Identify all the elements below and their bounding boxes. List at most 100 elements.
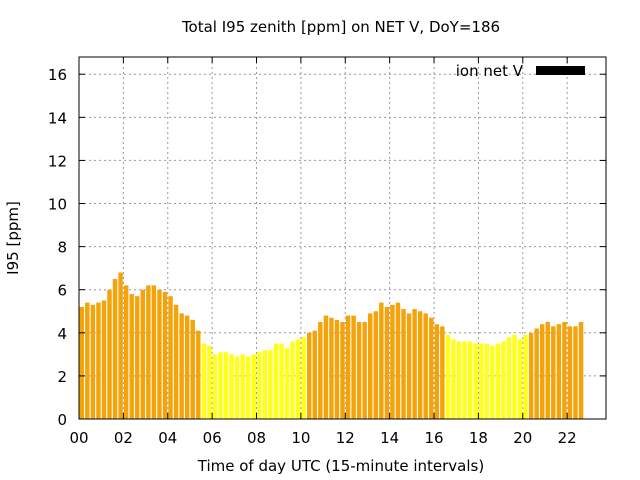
bar: [379, 302, 384, 419]
y-axis-label: I95 [ppm]: [4, 201, 22, 275]
bar: [312, 330, 317, 419]
bar: [501, 341, 506, 419]
legend-label: ion net V: [456, 62, 524, 80]
bar: [490, 345, 495, 419]
axis-ticks: [78, 57, 606, 420]
bar: [107, 289, 112, 419]
bar: [362, 322, 367, 419]
y-tick-label: 6: [57, 282, 67, 300]
bar: [79, 306, 84, 419]
bar: [567, 326, 573, 419]
bar: [157, 289, 162, 419]
bar: [262, 350, 268, 419]
bar: [140, 289, 146, 419]
bar: [229, 354, 234, 419]
bar: [168, 296, 173, 419]
x-tick-label: 06: [203, 429, 222, 447]
bar: [307, 332, 312, 419]
bar: [406, 313, 412, 419]
bar: [434, 324, 440, 419]
grid: [79, 57, 606, 419]
bar: [506, 337, 512, 419]
bar: [162, 291, 168, 419]
bar: [146, 285, 151, 419]
bar: [101, 300, 107, 419]
bar: [356, 322, 362, 419]
bar: [473, 343, 478, 419]
bar: [173, 304, 179, 419]
bar: [451, 339, 456, 419]
bar: [384, 306, 390, 419]
bar: [467, 341, 473, 419]
x-tick-label: 12: [336, 429, 355, 447]
x-axis-label: Time of day UTC (15-minute intervals): [197, 457, 484, 475]
bar: [240, 354, 245, 419]
bar: [351, 315, 356, 419]
y-tick-label: 12: [48, 152, 67, 170]
bar: [96, 302, 101, 419]
bar: [368, 313, 373, 419]
bar: [90, 304, 96, 419]
bar: [301, 337, 306, 419]
bar: [129, 294, 134, 419]
bar: [556, 324, 562, 419]
bar: [495, 343, 501, 419]
bar: [412, 309, 417, 419]
bar: [545, 322, 550, 419]
chart-title: Total I95 zenith [ppm] on NET V, DoY=186: [181, 18, 500, 36]
bar: [445, 334, 451, 419]
bar: [118, 272, 123, 419]
plot-border: [78, 56, 607, 420]
bar: [440, 326, 445, 419]
bar: [151, 285, 157, 419]
bar: [551, 326, 556, 419]
bar: [539, 324, 545, 419]
bar: [534, 328, 539, 419]
bar: [190, 319, 195, 419]
bar: [456, 341, 462, 419]
bar: [218, 352, 223, 419]
bar: [523, 334, 528, 419]
bar: [201, 343, 207, 419]
bar: [245, 356, 251, 419]
bar: [484, 343, 489, 419]
bar: [345, 315, 351, 419]
bar: [390, 304, 395, 419]
legend: ion net V: [456, 62, 585, 80]
bar: [290, 341, 295, 419]
y-tick-label: 10: [48, 196, 67, 214]
bar: [573, 326, 578, 419]
bar: [279, 343, 284, 419]
x-tick-label: 08: [247, 429, 266, 447]
bar: [323, 315, 329, 419]
bar: [184, 315, 190, 419]
bar: [528, 332, 534, 419]
bar: [223, 352, 229, 419]
x-tick-label: 22: [558, 429, 577, 447]
x-tick-label: 10: [291, 429, 310, 447]
bar: [395, 302, 401, 419]
bar: [417, 311, 423, 419]
bar: [179, 313, 184, 419]
bar: [85, 302, 90, 419]
bars: [79, 272, 584, 419]
x-tick-label: 14: [380, 429, 399, 447]
bar: [517, 339, 523, 419]
bar: [234, 356, 240, 419]
bar: [578, 322, 584, 419]
bar: [135, 296, 140, 419]
bar: [318, 322, 323, 419]
bar: [373, 311, 379, 419]
bar: [429, 317, 434, 419]
bar: [251, 354, 256, 419]
bar: [207, 345, 212, 419]
bar: [340, 322, 345, 419]
bar: [295, 339, 301, 419]
x-tick-label: 20: [513, 429, 532, 447]
bar: [334, 319, 340, 419]
x-tick-label: 18: [469, 429, 488, 447]
bar: [112, 278, 118, 419]
y-tick-label: 4: [57, 325, 67, 343]
